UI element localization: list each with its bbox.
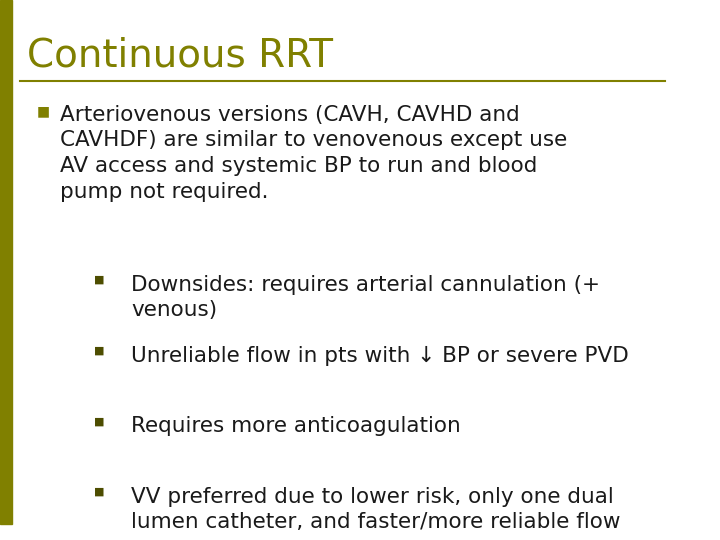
Text: ■: ■	[94, 346, 104, 355]
FancyBboxPatch shape	[0, 0, 12, 523]
Text: ■: ■	[94, 275, 104, 285]
Text: Continuous RRT: Continuous RRT	[27, 37, 333, 75]
Text: ■: ■	[37, 105, 50, 119]
Text: Arteriovenous versions (CAVH, CAVHD and
CAVHDF) are similar to venovenous except: Arteriovenous versions (CAVH, CAVHD and …	[60, 105, 567, 201]
Text: Unreliable flow in pts with ↓ BP or severe PVD: Unreliable flow in pts with ↓ BP or seve…	[131, 346, 629, 366]
Text: ■: ■	[94, 416, 104, 426]
Text: ■: ■	[94, 487, 104, 497]
Text: VV preferred due to lower risk, only one dual
lumen catheter, and faster/more re: VV preferred due to lower risk, only one…	[131, 487, 621, 532]
Text: Downsides: requires arterial cannulation (+
venous): Downsides: requires arterial cannulation…	[131, 275, 600, 320]
Text: Requires more anticoagulation: Requires more anticoagulation	[131, 416, 461, 436]
